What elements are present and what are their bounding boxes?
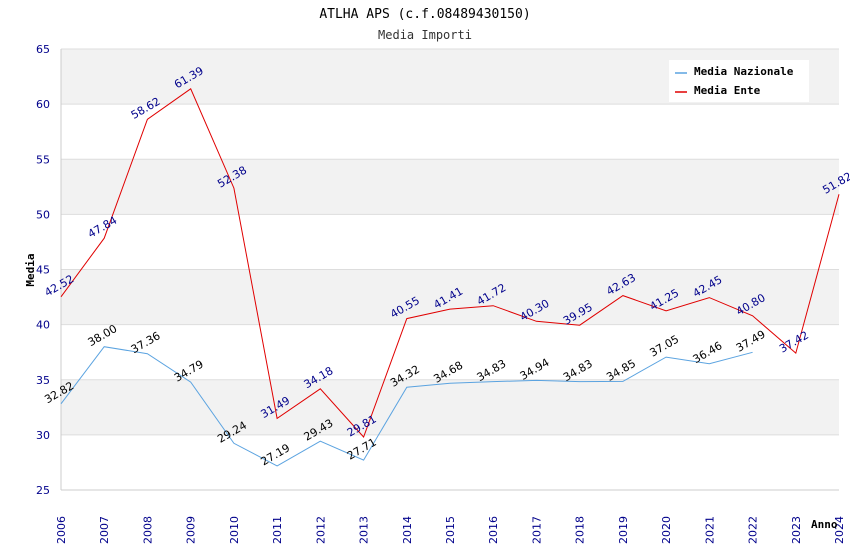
x-tick-label: 2014 [401,516,414,544]
legend-label-media-nazionale: Media Nazionale [694,65,794,78]
y-tick-label: 35 [36,374,50,387]
x-tick-label: 2008 [141,516,154,544]
x-tick-labels: 2006 2007 2008 2009 2010 2011 2012 2013 2014 2015… [55,516,846,544]
chart-title: ATLHA APS (c.f.08489430150) [319,7,530,22]
x-tick-label: 2016 [487,516,500,544]
background-band [61,269,839,325]
y-tick-label: 45 [36,264,50,277]
x-tick-label: 2009 [185,516,198,544]
x-tick-label: 2015 [444,516,457,544]
x-axis-label: Anno [811,518,838,531]
y-tick-label: 55 [36,153,50,166]
x-tick-label: 2021 [703,516,716,544]
gridlines [61,48,839,491]
y-tick-label: 50 [36,208,50,221]
legend: Media Nazionale Media Ente [669,60,809,102]
background-band [61,379,839,435]
x-tick-label: 2012 [314,516,327,544]
y-tick-labels: 25 30 35 40 45 50 55 60 65 [36,43,50,497]
x-tick-label: 2010 [228,516,241,544]
background-band [61,159,839,215]
x-tick-label: 2017 [530,516,543,544]
x-tick-label: 2006 [55,516,68,544]
x-tick-label: 2020 [660,516,673,544]
chart-subtitle: Media Importi [378,28,472,42]
series-line-media-nazionale [60,346,753,467]
axes [60,49,839,491]
y-tick-label: 65 [36,43,50,56]
y-axis-label: Media [24,253,37,286]
legend-box [669,60,809,102]
series-line-media-ente [60,88,840,438]
x-tick-label: 2011 [271,516,284,544]
x-tick-label: 2019 [617,516,630,544]
series-lines [60,88,840,467]
y-tick-label: 25 [36,484,50,497]
x-tick-label: 2022 [747,516,760,544]
x-tick-label: 2013 [358,516,371,544]
x-tick-label: 2018 [574,516,587,544]
y-tick-label: 40 [36,319,50,332]
x-tick-label: 2023 [790,516,803,544]
x-tick-label: 2007 [98,516,111,544]
x-tick-label: 2024 [833,516,846,544]
y-tick-label: 30 [36,429,50,442]
y-tick-label: 60 [36,98,50,111]
legend-label-media-ente: Media Ente [694,84,761,97]
